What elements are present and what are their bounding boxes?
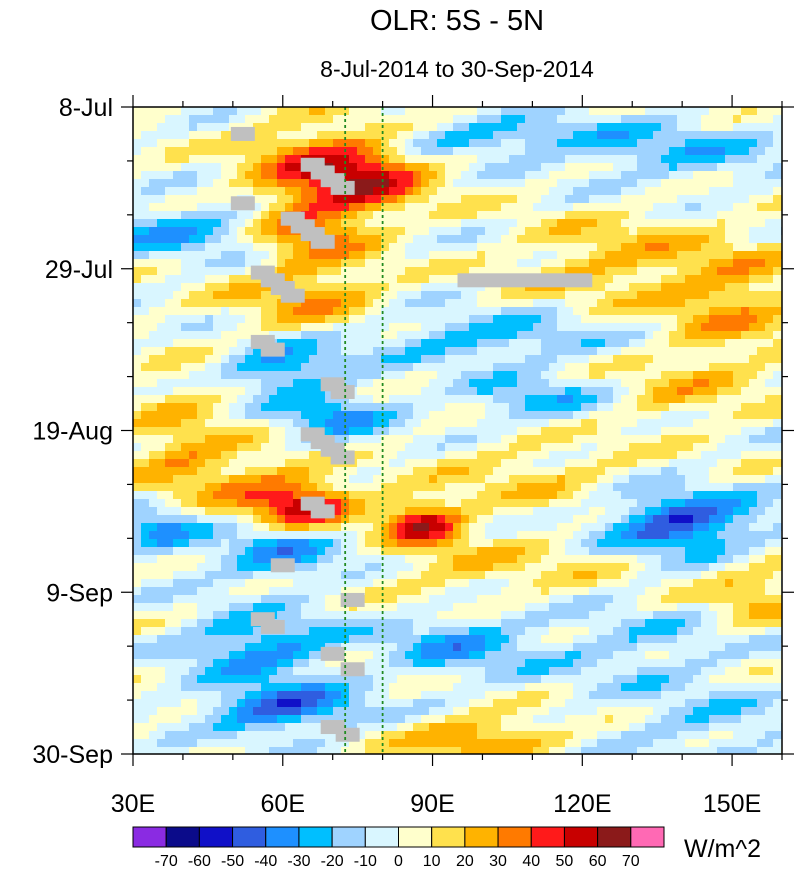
colorbar-label: -20 bbox=[321, 853, 344, 869]
colorbar-label: 60 bbox=[589, 853, 607, 869]
colorbar-swatch bbox=[530, 826, 565, 848]
colorbar-label: -10 bbox=[354, 853, 377, 869]
missing-data-patch bbox=[260, 342, 285, 357]
colorbar-label: 30 bbox=[489, 853, 507, 869]
colorbar-swatch bbox=[597, 826, 632, 848]
missing-data-patch bbox=[330, 450, 355, 465]
colorbar-swatch bbox=[364, 826, 399, 848]
colorbar-swatch bbox=[298, 826, 333, 848]
missing-data-patch bbox=[270, 558, 295, 573]
missing-data-patches bbox=[230, 126, 593, 742]
colorbar-swatch bbox=[165, 826, 200, 848]
y-tick-label: 9-Sep bbox=[46, 579, 113, 607]
colorbar: -70 -60 -50 -40 -30 -20 -10 0 10 20 30 40 50 60 70 bbox=[132, 826, 665, 869]
x-tick-label: 120E bbox=[553, 790, 611, 818]
missing-data-patch bbox=[340, 662, 365, 677]
colorbar-swatch bbox=[265, 826, 300, 848]
missing-data-patch bbox=[260, 619, 285, 634]
colorbar-label: -60 bbox=[188, 853, 211, 869]
x-tick-label: 60E bbox=[261, 790, 305, 818]
colorbar-units: W/m^2 bbox=[684, 835, 761, 863]
y-tick-label: 30-Sep bbox=[32, 741, 113, 769]
colorbar-label: -30 bbox=[287, 853, 310, 869]
x-tick-label: 150E bbox=[703, 790, 761, 818]
colorbar-label: -70 bbox=[155, 853, 178, 869]
missing-data-patch bbox=[320, 646, 345, 661]
missing-data-patch bbox=[230, 126, 255, 141]
colorbar-label: -50 bbox=[221, 853, 244, 869]
colorbar-label: 40 bbox=[522, 853, 540, 869]
colorbar-label: -40 bbox=[254, 853, 277, 869]
x-tick-label: 90E bbox=[410, 790, 454, 818]
y-tick-label: 8-Jul bbox=[59, 94, 113, 122]
missing-data-patch bbox=[340, 592, 365, 607]
missing-data-bar bbox=[457, 273, 593, 288]
colorbar-swatch bbox=[464, 826, 499, 848]
missing-data-patch bbox=[230, 196, 255, 211]
colorbar-label: 0 bbox=[394, 853, 403, 869]
missing-data-patch bbox=[330, 384, 355, 399]
chart-subtitle: 8-Jul-2014 to 30-Sep-2014 bbox=[320, 56, 594, 82]
chart-title: OLR: 5S - 5N bbox=[370, 5, 544, 37]
colorbar-swatch bbox=[331, 826, 366, 848]
colorbar-swatch bbox=[431, 826, 466, 848]
y-axis: 8-Jul 29-Jul 19-Aug 9-Sep 30-Sep bbox=[32, 94, 794, 769]
y-tick-label: 29-Jul bbox=[45, 256, 113, 284]
colorbar-swatch bbox=[497, 826, 532, 848]
colorbar-swatch bbox=[563, 826, 599, 848]
colorbar-label: 70 bbox=[622, 853, 640, 869]
colorbar-label: 50 bbox=[556, 853, 574, 869]
colorbar-label: 20 bbox=[456, 853, 474, 869]
colorbar-swatch bbox=[232, 826, 267, 848]
colorbar-swatch bbox=[132, 826, 167, 848]
colorbar-swatch bbox=[198, 826, 234, 848]
y-tick-label: 19-Aug bbox=[32, 418, 113, 446]
missing-data-patch bbox=[310, 234, 335, 249]
missing-data-patch bbox=[310, 504, 335, 519]
colorbar-label: 10 bbox=[423, 853, 441, 869]
x-axis: 30E 60E 90E 120E 150E bbox=[111, 95, 783, 818]
missing-data-patch bbox=[335, 727, 360, 742]
x-tick-label: 30E bbox=[111, 790, 155, 818]
missing-data-patch bbox=[330, 180, 355, 195]
colorbar-swatch bbox=[630, 826, 665, 848]
olr-contour-field bbox=[133, 107, 782, 754]
colorbar-swatch bbox=[398, 826, 433, 848]
missing-data-patch bbox=[280, 288, 305, 303]
